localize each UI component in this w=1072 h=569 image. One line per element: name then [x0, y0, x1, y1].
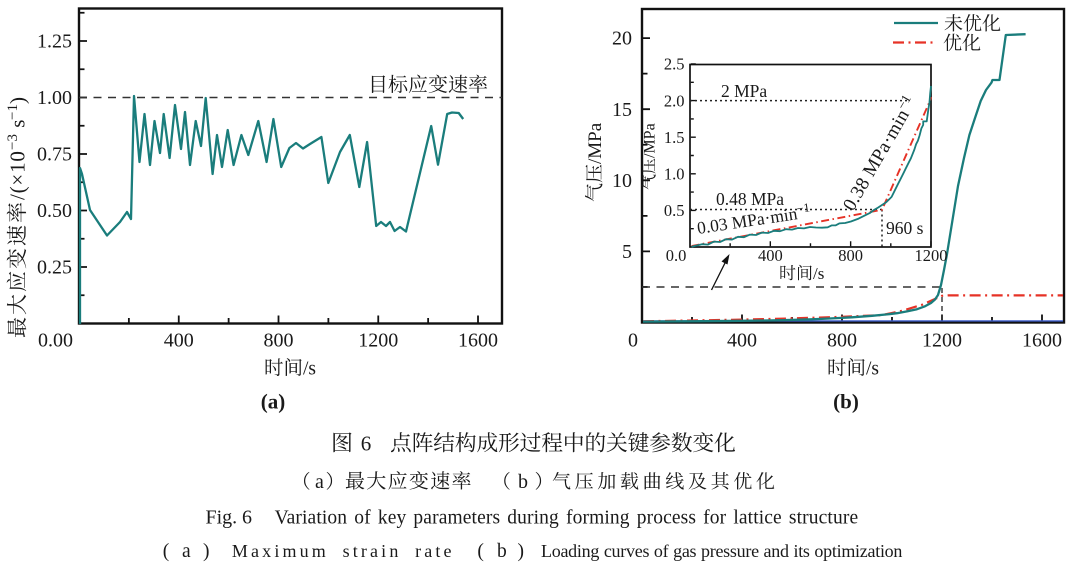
svg-text:1.5: 1.5	[664, 128, 685, 147]
svg-text:400: 400	[758, 246, 783, 265]
svg-text:a: a	[182, 541, 191, 562]
svg-text:/(×10: /(×10	[6, 150, 30, 200]
svg-text:400: 400	[164, 330, 194, 352]
svg-text:1.25: 1.25	[37, 31, 72, 53]
svg-text:1200: 1200	[358, 330, 398, 352]
svg-text:2 MPa: 2 MPa	[721, 81, 767, 101]
svg-text:0.00: 0.00	[38, 330, 73, 352]
svg-text:a: a	[315, 471, 324, 493]
svg-text:Maximum strain rate: Maximum strain rate	[232, 541, 455, 561]
svg-text:800: 800	[838, 246, 863, 265]
svg-text:/s: /s	[813, 264, 824, 283]
svg-text:0.75: 0.75	[37, 144, 72, 166]
svg-text:2.5: 2.5	[664, 55, 685, 74]
svg-text:1600: 1600	[1022, 330, 1062, 352]
svg-text:/MPa: /MPa	[585, 122, 606, 164]
svg-text:−1: −1	[5, 104, 21, 120]
svg-text:1200: 1200	[914, 246, 947, 265]
svg-text:15: 15	[612, 99, 632, 121]
svg-text:6: 6	[361, 432, 372, 456]
svg-text:(b): (b)	[833, 390, 859, 414]
svg-text:0.5: 0.5	[664, 201, 685, 220]
svg-text:Variation of key parameters du: Variation of key parameters during formi…	[275, 508, 859, 529]
svg-text:6: 6	[242, 507, 252, 529]
svg-text:s: s	[6, 120, 30, 133]
svg-text:0: 0	[628, 330, 638, 352]
svg-text:1200: 1200	[922, 330, 962, 352]
svg-text:/MPa: /MPa	[642, 123, 659, 158]
svg-text:1600: 1600	[458, 330, 498, 352]
svg-text:Fig.: Fig.	[206, 507, 238, 529]
svg-text:800: 800	[264, 330, 294, 352]
svg-text:b: b	[497, 541, 507, 562]
svg-text:Loading curves of gas pressure: Loading curves of gas pressure and its o…	[541, 541, 902, 561]
svg-text:0.48 MPa: 0.48 MPa	[716, 189, 784, 209]
svg-text:0.0: 0.0	[666, 246, 687, 265]
svg-text:−3: −3	[5, 134, 21, 150]
svg-text:0.50: 0.50	[37, 200, 72, 222]
svg-text:): )	[203, 541, 210, 562]
svg-text:2.0: 2.0	[664, 91, 685, 110]
svg-text:): )	[6, 97, 30, 104]
svg-text:10: 10	[612, 170, 632, 192]
svg-text:/s: /s	[303, 359, 316, 380]
svg-text:400: 400	[727, 330, 757, 352]
svg-text:/s: /s	[866, 359, 879, 380]
svg-text:5: 5	[622, 241, 632, 263]
svg-text:b: b	[518, 471, 528, 493]
svg-text:(a): (a)	[261, 390, 286, 414]
svg-text:(: (	[477, 541, 484, 562]
svg-text:20: 20	[612, 28, 632, 50]
svg-text:): )	[518, 541, 525, 562]
svg-text:1.0: 1.0	[664, 165, 685, 184]
svg-text:0.25: 0.25	[37, 257, 72, 279]
svg-text:1.00: 1.00	[37, 87, 72, 109]
svg-text:800: 800	[827, 330, 857, 352]
svg-text:960 s: 960 s	[886, 218, 924, 238]
svg-text:(: (	[163, 541, 170, 562]
